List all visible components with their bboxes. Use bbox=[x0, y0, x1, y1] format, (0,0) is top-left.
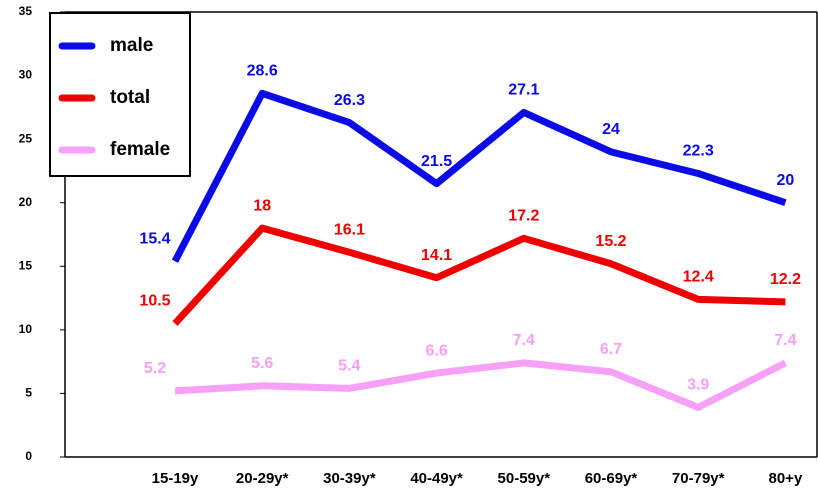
data-label: 7.4 bbox=[513, 332, 535, 349]
data-label: 12.2 bbox=[770, 271, 801, 288]
legend-label: male bbox=[110, 35, 153, 56]
data-label: 14.1 bbox=[421, 247, 452, 264]
data-label: 3.9 bbox=[687, 377, 709, 394]
legend-label: female bbox=[110, 139, 170, 160]
data-label: 5.2 bbox=[144, 360, 166, 377]
y-tick-label: 25 bbox=[19, 131, 33, 145]
y-tick-label: 5 bbox=[25, 386, 32, 400]
data-label: 21.5 bbox=[421, 153, 452, 170]
x-tick-label: 70-79y* bbox=[672, 470, 725, 487]
data-label: 5.4 bbox=[338, 358, 360, 375]
data-label: 20 bbox=[777, 172, 795, 189]
data-label: 6.6 bbox=[425, 342, 447, 359]
data-label: 27.1 bbox=[508, 82, 539, 99]
data-label: 26.3 bbox=[334, 92, 365, 109]
x-tick-label: 60-69y* bbox=[585, 470, 638, 487]
data-label: 16.1 bbox=[334, 222, 365, 239]
data-label: 12.4 bbox=[683, 269, 714, 286]
data-label: 28.6 bbox=[247, 63, 278, 80]
y-tick-label: 0 bbox=[25, 449, 32, 463]
y-tick-label: 20 bbox=[19, 195, 33, 209]
x-tick-label: 50-59y* bbox=[498, 470, 551, 487]
y-tick-label: 15 bbox=[19, 258, 33, 272]
data-label: 10.5 bbox=[139, 293, 170, 310]
series-line bbox=[172, 224, 786, 326]
data-label: 15.2 bbox=[595, 233, 626, 250]
series-line bbox=[174, 359, 787, 411]
series-line bbox=[171, 89, 787, 263]
x-tick-label: 40-49y* bbox=[410, 470, 463, 487]
x-tick-label: 80+y bbox=[769, 470, 803, 487]
data-label: 7.4 bbox=[774, 332, 796, 349]
data-label: 22.3 bbox=[683, 143, 714, 160]
legend-label: total bbox=[110, 87, 150, 108]
data-label: 18 bbox=[253, 197, 271, 214]
data-label: 15.4 bbox=[139, 230, 170, 247]
x-tick-label: 15-19y bbox=[152, 470, 199, 487]
y-tick-label: 35 bbox=[19, 4, 33, 18]
x-tick-label: 30-39y* bbox=[323, 470, 376, 487]
y-tick-label: 10 bbox=[19, 322, 33, 336]
data-label: 5.6 bbox=[251, 355, 273, 372]
y-tick-label: 30 bbox=[19, 68, 33, 82]
data-label: 6.7 bbox=[600, 341, 622, 358]
x-tick-label: 20-29y* bbox=[236, 470, 289, 487]
data-label: 17.2 bbox=[508, 208, 539, 225]
data-label: 24 bbox=[602, 121, 620, 138]
